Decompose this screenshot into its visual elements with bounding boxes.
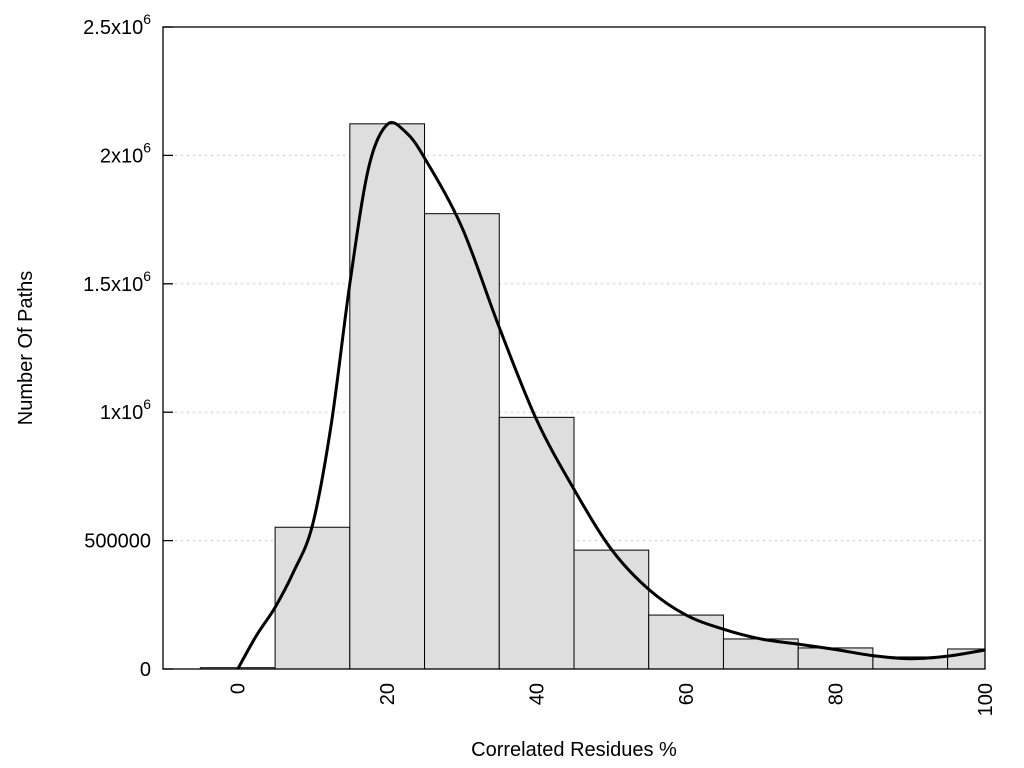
y-tick-label-exponent: 6 (143, 396, 151, 412)
y-tick-label-base: 1.5x10 (83, 274, 143, 296)
histogram-bar (349, 123, 426, 670)
y-tick-label: 2.5x106 (83, 11, 151, 39)
y-tick-label-base: 500000 (84, 531, 151, 553)
x-axis-ticks: 0 20 40 60 80 100 (228, 683, 997, 716)
histogram-bar (573, 549, 650, 670)
density-curve-group (236, 121, 986, 670)
histogram-bar (424, 213, 500, 670)
y-tick-label-exponent: 6 (143, 268, 151, 284)
y-tick-label-base: 2x10 (100, 145, 143, 167)
x-tick-label: 60 (676, 683, 698, 705)
histogram-bar (797, 647, 874, 670)
x-tick-label: 20 (377, 683, 399, 705)
histogram-bar (648, 614, 724, 670)
y-tick-label-base: 0 (140, 659, 151, 681)
x-tick-label: 100 (975, 683, 997, 716)
x-axis-label: Correlated Residues % (471, 739, 677, 761)
y-tick-label-exponent: 6 (143, 11, 151, 27)
bars (199, 123, 986, 670)
y-tick-label: 500000 (84, 531, 151, 553)
y-axis-label: Number Of Paths (15, 271, 37, 426)
density-curve (236, 121, 986, 670)
x-tick-label: 80 (826, 683, 848, 705)
y-tick-label: 1x106 (100, 396, 151, 424)
y-tick-label-base: 2.5x10 (83, 17, 143, 39)
histogram-bar (498, 416, 575, 670)
y-tick-label-base: 1x10 (100, 402, 143, 424)
x-tick-label: 40 (527, 683, 549, 705)
grid-lines (163, 154, 985, 542)
y-tick-label: 1.5x106 (83, 268, 151, 296)
y-tick-label-exponent: 6 (143, 139, 151, 155)
histogram-bar (274, 526, 351, 670)
y-tick-label: 2x106 (100, 139, 151, 167)
y-tick-label: 0 (140, 659, 151, 681)
plot-frame (162, 26, 986, 670)
x-tick-label: 0 (228, 683, 250, 694)
